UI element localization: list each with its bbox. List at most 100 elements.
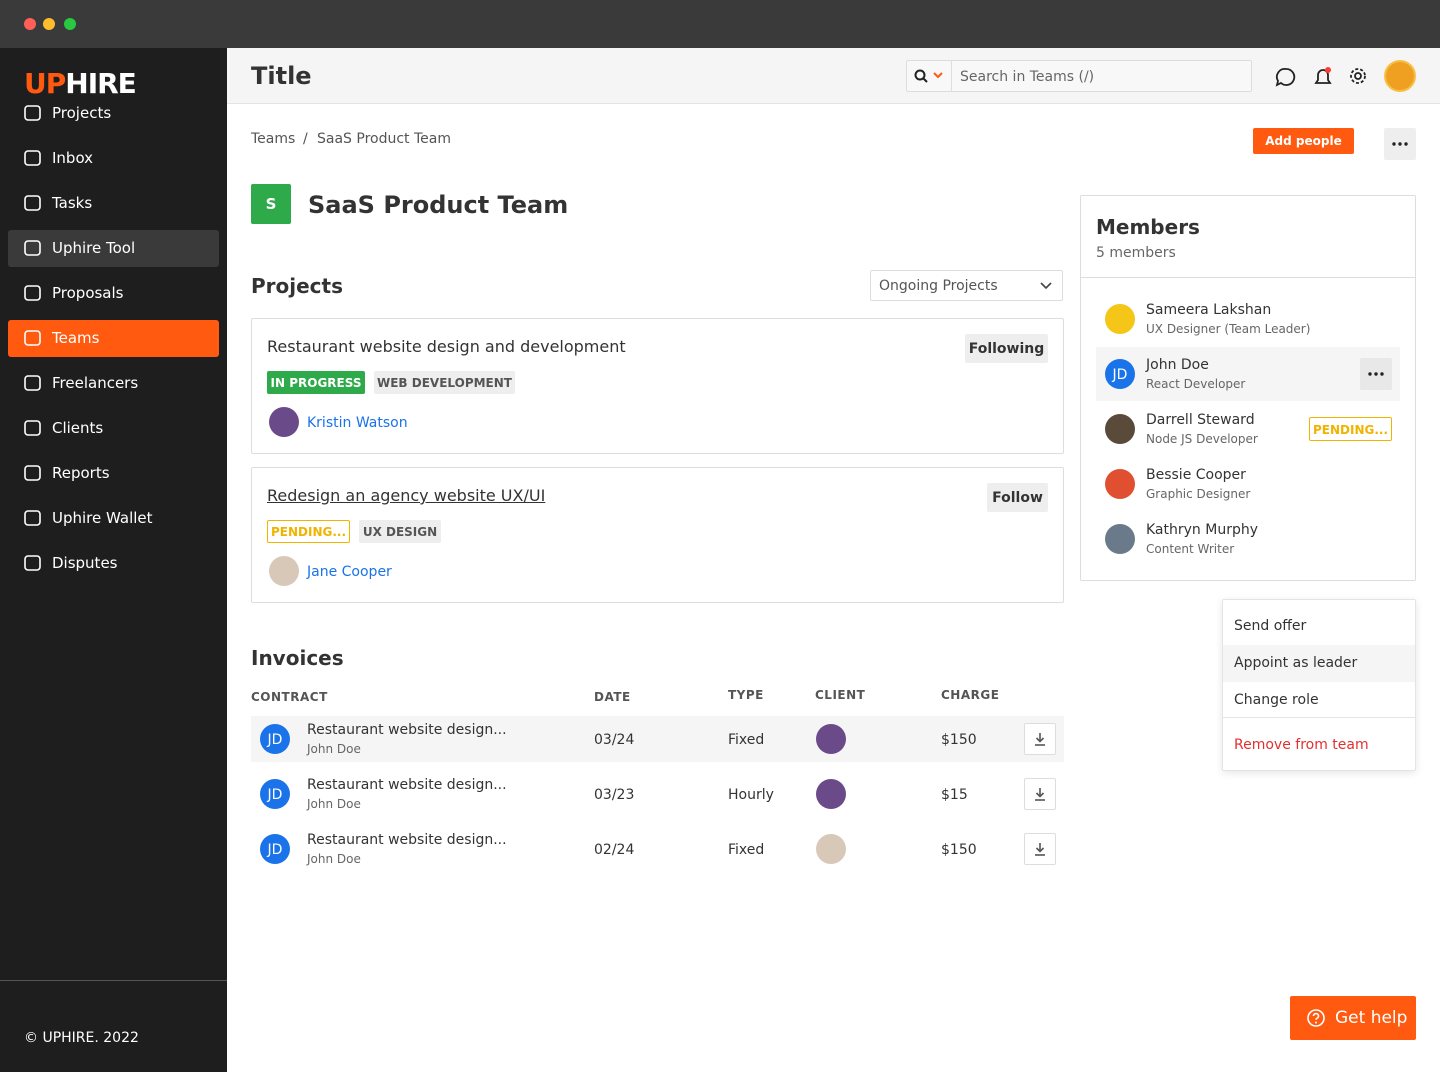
member-role: Content Writer bbox=[1146, 542, 1235, 556]
member-avatar[interactable] bbox=[1105, 304, 1135, 334]
logo[interactable]: UPHIRE bbox=[24, 70, 137, 98]
member-row[interactable]: JD John Doe React Developer bbox=[1096, 347, 1400, 401]
download-button[interactable] bbox=[1024, 833, 1056, 865]
type: Fixed bbox=[728, 842, 765, 858]
follow-button[interactable]: Following bbox=[965, 334, 1048, 363]
settings-icon[interactable] bbox=[1350, 68, 1366, 84]
tag: IN PROGRESS bbox=[267, 371, 365, 394]
client-avatar[interactable] bbox=[816, 779, 846, 809]
button-label: Add people bbox=[1265, 134, 1342, 148]
notification-dot bbox=[1325, 67, 1331, 73]
context-menu: Send offer Appoint as leader Change role Re… bbox=[1222, 599, 1416, 771]
divider bbox=[951, 61, 952, 91]
icon-shape bbox=[24, 465, 41, 481]
nav-item[interactable]: Uphire Tool bbox=[8, 230, 219, 267]
search-scope[interactable] bbox=[913, 68, 949, 86]
dots bbox=[1368, 372, 1384, 376]
nav-item[interactable]: Projects bbox=[8, 95, 219, 132]
person-name[interactable]: Jane Cooper bbox=[307, 564, 392, 580]
nav-icon bbox=[24, 510, 41, 526]
search-placeholder: Search in Teams (/) bbox=[960, 69, 1095, 85]
member-row[interactable]: Bessie Cooper Graphic Designer bbox=[1096, 457, 1400, 511]
download-button[interactable] bbox=[1024, 778, 1056, 810]
nav-item[interactable]: Clients bbox=[8, 410, 219, 447]
member-avatar[interactable] bbox=[1105, 524, 1135, 554]
member-more-button[interactable] bbox=[1360, 358, 1392, 390]
person-name[interactable]: Kristin Watson bbox=[307, 415, 408, 431]
type: Fixed bbox=[728, 732, 765, 748]
breadcrumb-separator: / bbox=[303, 131, 308, 147]
member-row[interactable]: Sameera Lakshan UX Designer (Team Leader) bbox=[1096, 292, 1400, 346]
maximize-dot[interactable] bbox=[64, 18, 76, 30]
nav-item[interactable]: Teams bbox=[8, 320, 219, 357]
chat-icon[interactable] bbox=[1275, 68, 1296, 87]
user-avatar[interactable] bbox=[1384, 60, 1416, 92]
project-card[interactable]: Restaurant website design and developmen… bbox=[251, 318, 1064, 454]
initials: JD bbox=[267, 787, 283, 803]
initials: JD bbox=[267, 842, 283, 858]
settings-icon[interactable] bbox=[1354, 72, 1362, 80]
member-name[interactable]: Darrell Steward bbox=[1146, 412, 1255, 428]
member-name[interactable]: John Doe bbox=[1146, 357, 1209, 373]
button-label: Following bbox=[968, 341, 1045, 357]
download-button[interactable] bbox=[1024, 723, 1056, 755]
tag-label: IN PROGRESS bbox=[270, 376, 362, 390]
member-name[interactable]: Kathryn Murphy bbox=[1146, 522, 1258, 538]
icon-shape bbox=[24, 375, 41, 391]
search-box[interactable]: Search in Teams (/) bbox=[906, 60, 1252, 92]
member-row[interactable]: Darrell Steward Node JS Developer PENDING.… bbox=[1096, 402, 1400, 456]
menu-item[interactable]: Change role bbox=[1223, 682, 1415, 719]
person-avatar[interactable] bbox=[269, 407, 299, 437]
project-title[interactable]: Restaurant website design and developmen… bbox=[267, 337, 626, 356]
client-avatar[interactable] bbox=[816, 724, 846, 754]
nav-item[interactable]: Freelancers bbox=[8, 365, 219, 402]
tag: UX DESIGN bbox=[359, 520, 441, 543]
close-dot[interactable] bbox=[24, 18, 36, 30]
menu-item[interactable]: Send offer bbox=[1223, 608, 1415, 645]
member-name[interactable]: Bessie Cooper bbox=[1146, 467, 1246, 483]
nav-item[interactable]: Tasks bbox=[8, 185, 219, 222]
client-avatar[interactable] bbox=[816, 834, 846, 864]
nav-label: Teams bbox=[52, 329, 100, 347]
nav-item[interactable]: Disputes bbox=[8, 545, 219, 582]
chevron bbox=[1040, 282, 1052, 290]
nav-icon bbox=[24, 150, 41, 166]
minimize-dot[interactable] bbox=[43, 18, 55, 30]
breadcrumb-item[interactable]: Teams bbox=[251, 131, 296, 147]
menu-item[interactable]: Appoint as leader bbox=[1223, 645, 1415, 682]
add-people-button[interactable]: Add people bbox=[1253, 128, 1354, 154]
header-icons bbox=[1275, 67, 1366, 87]
nav-item[interactable]: Reports bbox=[8, 455, 219, 492]
invoice-row[interactable]: JD Restaurant website design... John Doe 03… bbox=[251, 771, 1064, 817]
member-role: Node JS Developer bbox=[1146, 432, 1258, 446]
project-card[interactable]: Redesign an agency website UX/UI Follow PE… bbox=[251, 467, 1064, 603]
column-header: CONTRACT bbox=[251, 690, 328, 704]
nav-item[interactable]: Inbox bbox=[8, 140, 219, 177]
menu-item[interactable]: Remove from team bbox=[1223, 727, 1415, 764]
section-heading: Projects bbox=[251, 274, 344, 298]
member-avatar[interactable] bbox=[1105, 414, 1135, 444]
invoice-row[interactable]: JD Restaurant website design... John Doe 02… bbox=[251, 826, 1064, 872]
member-avatar[interactable] bbox=[1105, 469, 1135, 499]
project-filter[interactable]: Ongoing Projects bbox=[870, 270, 1063, 301]
member-avatar[interactable]: JD bbox=[1105, 359, 1135, 389]
download-icon bbox=[1035, 843, 1045, 856]
member-name[interactable]: Sameera Lakshan bbox=[1146, 302, 1272, 318]
footer: © UPHIRE. 2022 bbox=[24, 1030, 139, 1046]
person-avatar[interactable] bbox=[269, 556, 299, 586]
project-title[interactable]: Redesign an agency website UX/UI bbox=[267, 486, 546, 505]
search-icon bbox=[914, 69, 926, 81]
contract-person: John Doe bbox=[307, 742, 361, 756]
get-help-button[interactable]: Get help bbox=[1290, 996, 1416, 1040]
member-row[interactable]: Kathryn Murphy Content Writer bbox=[1096, 512, 1400, 566]
follow-button[interactable]: Follow bbox=[987, 483, 1048, 512]
nav-item[interactable]: Uphire Wallet bbox=[8, 500, 219, 537]
badge-label: PENDING... bbox=[1312, 423, 1389, 437]
more-button[interactable] bbox=[1384, 128, 1416, 160]
initials-avatar: JD bbox=[260, 724, 290, 754]
invoice-row[interactable]: JD Restaurant website design... John Doe 03… bbox=[251, 716, 1064, 762]
nav-item[interactable]: Proposals bbox=[8, 275, 219, 312]
bell-icon[interactable] bbox=[1314, 69, 1332, 84]
button-label: Follow bbox=[992, 490, 1043, 506]
